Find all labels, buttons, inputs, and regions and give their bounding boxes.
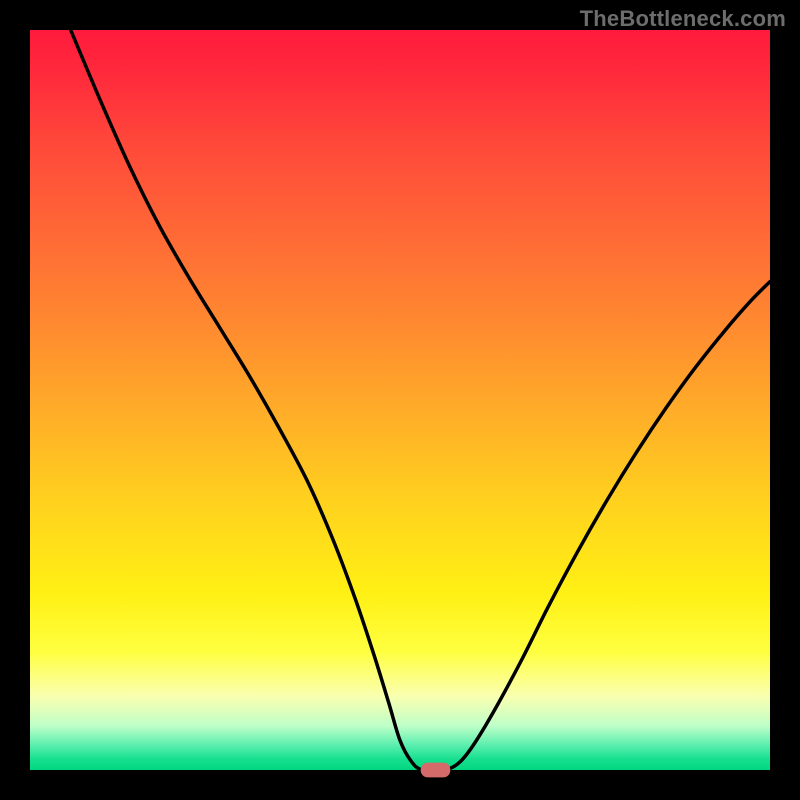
optimum-marker xyxy=(421,763,451,778)
chart-svg xyxy=(0,0,800,800)
chart-stage: TheBottleneck.com xyxy=(0,0,800,800)
gradient-fill xyxy=(30,30,770,770)
watermark-text: TheBottleneck.com xyxy=(580,6,786,32)
